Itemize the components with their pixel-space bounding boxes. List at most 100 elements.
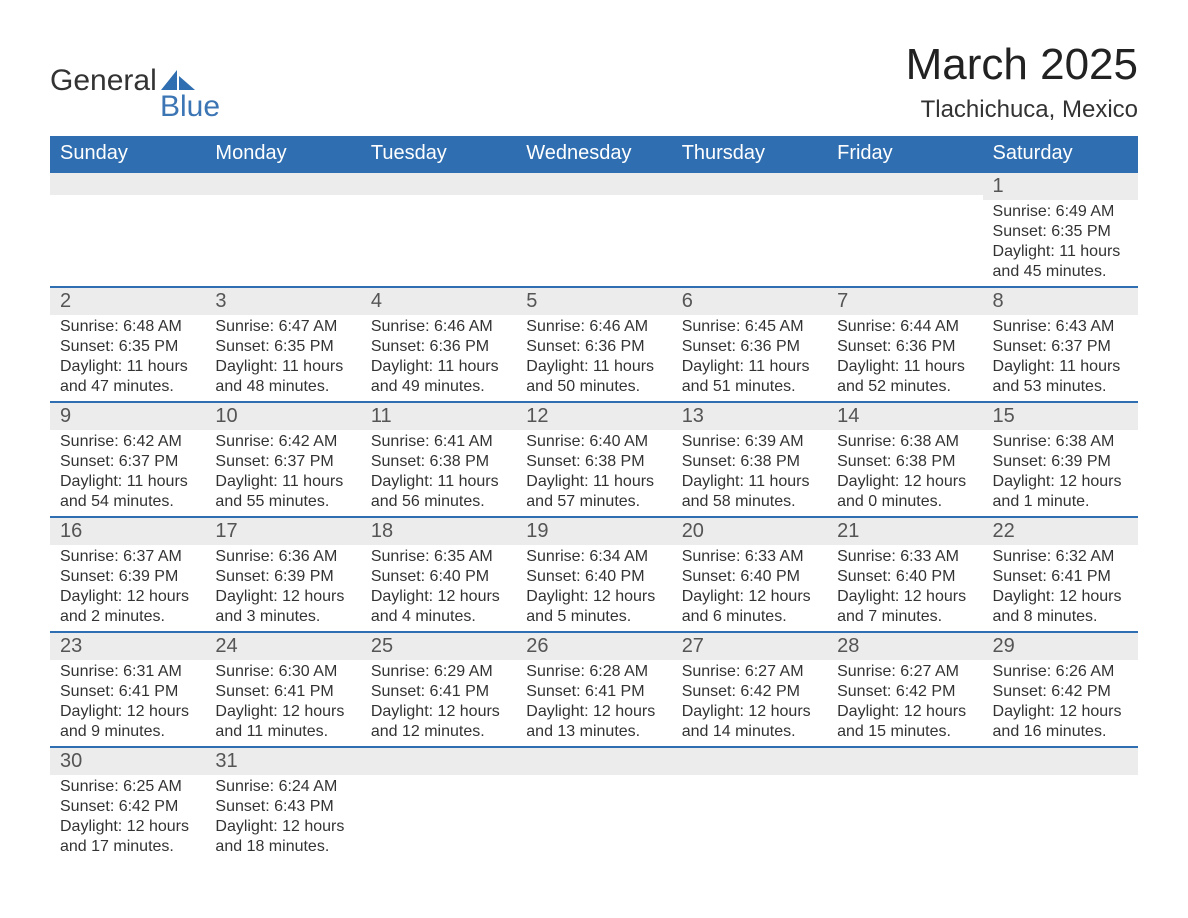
day-number: 21	[827, 518, 982, 545]
calendar-cell: 11Sunrise: 6:41 AMSunset: 6:38 PMDayligh…	[361, 402, 516, 517]
calendar-cell: 27Sunrise: 6:27 AMSunset: 6:42 PMDayligh…	[672, 632, 827, 747]
day-number: 8	[983, 288, 1138, 315]
sunset-text: Sunset: 6:38 PM	[682, 452, 817, 472]
day-number: 5	[516, 288, 671, 315]
day-number: 30	[50, 748, 205, 775]
sunrise-text: Sunrise: 6:38 AM	[837, 432, 972, 452]
day-number: 15	[983, 403, 1138, 430]
sunset-text: Sunset: 6:36 PM	[526, 337, 661, 357]
day-details: Sunrise: 6:24 AMSunset: 6:43 PMDaylight:…	[205, 775, 360, 861]
calendar-cell: 29Sunrise: 6:26 AMSunset: 6:42 PMDayligh…	[983, 632, 1138, 747]
day-number: 16	[50, 518, 205, 545]
day-number: 3	[205, 288, 360, 315]
day-number	[516, 173, 671, 195]
day-details: Sunrise: 6:33 AMSunset: 6:40 PMDaylight:…	[672, 545, 827, 631]
sunrise-text: Sunrise: 6:44 AM	[837, 317, 972, 337]
sunrise-text: Sunrise: 6:28 AM	[526, 662, 661, 682]
daylight-text-1: Daylight: 12 hours	[60, 587, 195, 607]
day-details	[361, 775, 516, 781]
calendar-cell: 5Sunrise: 6:46 AMSunset: 6:36 PMDaylight…	[516, 287, 671, 402]
location-label: Tlachichuca, Mexico	[906, 96, 1138, 124]
calendar-cell	[672, 747, 827, 861]
calendar-cell: 30Sunrise: 6:25 AMSunset: 6:42 PMDayligh…	[50, 747, 205, 861]
daylight-text-2: and 17 minutes.	[60, 837, 195, 857]
day-details: Sunrise: 6:36 AMSunset: 6:39 PMDaylight:…	[205, 545, 360, 631]
sunset-text: Sunset: 6:40 PM	[682, 567, 817, 587]
daylight-text-2: and 13 minutes.	[526, 722, 661, 742]
day-number: 17	[205, 518, 360, 545]
daylight-text-2: and 18 minutes.	[215, 837, 350, 857]
daylight-text-1: Daylight: 11 hours	[837, 357, 972, 377]
day-details: Sunrise: 6:44 AMSunset: 6:36 PMDaylight:…	[827, 315, 982, 401]
day-details: Sunrise: 6:40 AMSunset: 6:38 PMDaylight:…	[516, 430, 671, 516]
day-number: 26	[516, 633, 671, 660]
day-details: Sunrise: 6:42 AMSunset: 6:37 PMDaylight:…	[205, 430, 360, 516]
daylight-text-1: Daylight: 11 hours	[993, 357, 1128, 377]
day-number: 18	[361, 518, 516, 545]
calendar-header-row: SundayMondayTuesdayWednesdayThursdayFrid…	[50, 136, 1138, 172]
daylight-text-1: Daylight: 11 hours	[526, 472, 661, 492]
weekday-header: Sunday	[50, 136, 205, 172]
day-details: Sunrise: 6:35 AMSunset: 6:40 PMDaylight:…	[361, 545, 516, 631]
sunset-text: Sunset: 6:41 PM	[215, 682, 350, 702]
daylight-text-1: Daylight: 11 hours	[993, 242, 1128, 262]
day-number: 10	[205, 403, 360, 430]
calendar-cell: 1Sunrise: 6:49 AMSunset: 6:35 PMDaylight…	[983, 172, 1138, 287]
sunrise-text: Sunrise: 6:29 AM	[371, 662, 506, 682]
daylight-text-2: and 14 minutes.	[682, 722, 817, 742]
sunset-text: Sunset: 6:37 PM	[215, 452, 350, 472]
daylight-text-2: and 4 minutes.	[371, 607, 506, 627]
day-number: 1	[983, 173, 1138, 200]
sunset-text: Sunset: 6:41 PM	[526, 682, 661, 702]
daylight-text-1: Daylight: 12 hours	[371, 587, 506, 607]
sunset-text: Sunset: 6:41 PM	[371, 682, 506, 702]
day-number: 31	[205, 748, 360, 775]
day-details: Sunrise: 6:33 AMSunset: 6:40 PMDaylight:…	[827, 545, 982, 631]
daylight-text-1: Daylight: 11 hours	[371, 472, 506, 492]
daylight-text-2: and 52 minutes.	[837, 377, 972, 397]
sunrise-text: Sunrise: 6:49 AM	[993, 202, 1128, 222]
sunset-text: Sunset: 6:40 PM	[371, 567, 506, 587]
daylight-text-1: Daylight: 12 hours	[993, 587, 1128, 607]
sunset-text: Sunset: 6:35 PM	[993, 222, 1128, 242]
day-details: Sunrise: 6:38 AMSunset: 6:38 PMDaylight:…	[827, 430, 982, 516]
day-details	[516, 775, 671, 781]
calendar-cell: 25Sunrise: 6:29 AMSunset: 6:41 PMDayligh…	[361, 632, 516, 747]
day-details	[361, 195, 516, 201]
day-details	[50, 195, 205, 201]
daylight-text-2: and 8 minutes.	[993, 607, 1128, 627]
daylight-text-2: and 3 minutes.	[215, 607, 350, 627]
logo-text1: General	[50, 64, 157, 98]
day-number: 22	[983, 518, 1138, 545]
day-number	[361, 173, 516, 195]
sunrise-text: Sunrise: 6:46 AM	[526, 317, 661, 337]
day-number: 13	[672, 403, 827, 430]
day-details: Sunrise: 6:46 AMSunset: 6:36 PMDaylight:…	[361, 315, 516, 401]
day-number: 6	[672, 288, 827, 315]
daylight-text-2: and 1 minute.	[993, 492, 1128, 512]
daylight-text-2: and 16 minutes.	[993, 722, 1128, 742]
calendar-cell: 28Sunrise: 6:27 AMSunset: 6:42 PMDayligh…	[827, 632, 982, 747]
day-number	[827, 748, 982, 775]
day-details: Sunrise: 6:46 AMSunset: 6:36 PMDaylight:…	[516, 315, 671, 401]
day-details: Sunrise: 6:38 AMSunset: 6:39 PMDaylight:…	[983, 430, 1138, 516]
calendar-cell: 15Sunrise: 6:38 AMSunset: 6:39 PMDayligh…	[983, 402, 1138, 517]
daylight-text-2: and 50 minutes.	[526, 377, 661, 397]
sunset-text: Sunset: 6:42 PM	[993, 682, 1128, 702]
sunset-text: Sunset: 6:40 PM	[526, 567, 661, 587]
daylight-text-1: Daylight: 11 hours	[682, 357, 817, 377]
calendar-week-row: 2Sunrise: 6:48 AMSunset: 6:35 PMDaylight…	[50, 287, 1138, 402]
day-details: Sunrise: 6:37 AMSunset: 6:39 PMDaylight:…	[50, 545, 205, 631]
daylight-text-1: Daylight: 12 hours	[837, 587, 972, 607]
sunset-text: Sunset: 6:36 PM	[682, 337, 817, 357]
day-details: Sunrise: 6:39 AMSunset: 6:38 PMDaylight:…	[672, 430, 827, 516]
sunrise-text: Sunrise: 6:33 AM	[837, 547, 972, 567]
sunrise-text: Sunrise: 6:43 AM	[993, 317, 1128, 337]
calendar-cell: 2Sunrise: 6:48 AMSunset: 6:35 PMDaylight…	[50, 287, 205, 402]
calendar-cell: 17Sunrise: 6:36 AMSunset: 6:39 PMDayligh…	[205, 517, 360, 632]
sunrise-text: Sunrise: 6:26 AM	[993, 662, 1128, 682]
calendar-week-row: 30Sunrise: 6:25 AMSunset: 6:42 PMDayligh…	[50, 747, 1138, 861]
sunrise-text: Sunrise: 6:37 AM	[60, 547, 195, 567]
calendar-cell: 13Sunrise: 6:39 AMSunset: 6:38 PMDayligh…	[672, 402, 827, 517]
sunset-text: Sunset: 6:39 PM	[60, 567, 195, 587]
